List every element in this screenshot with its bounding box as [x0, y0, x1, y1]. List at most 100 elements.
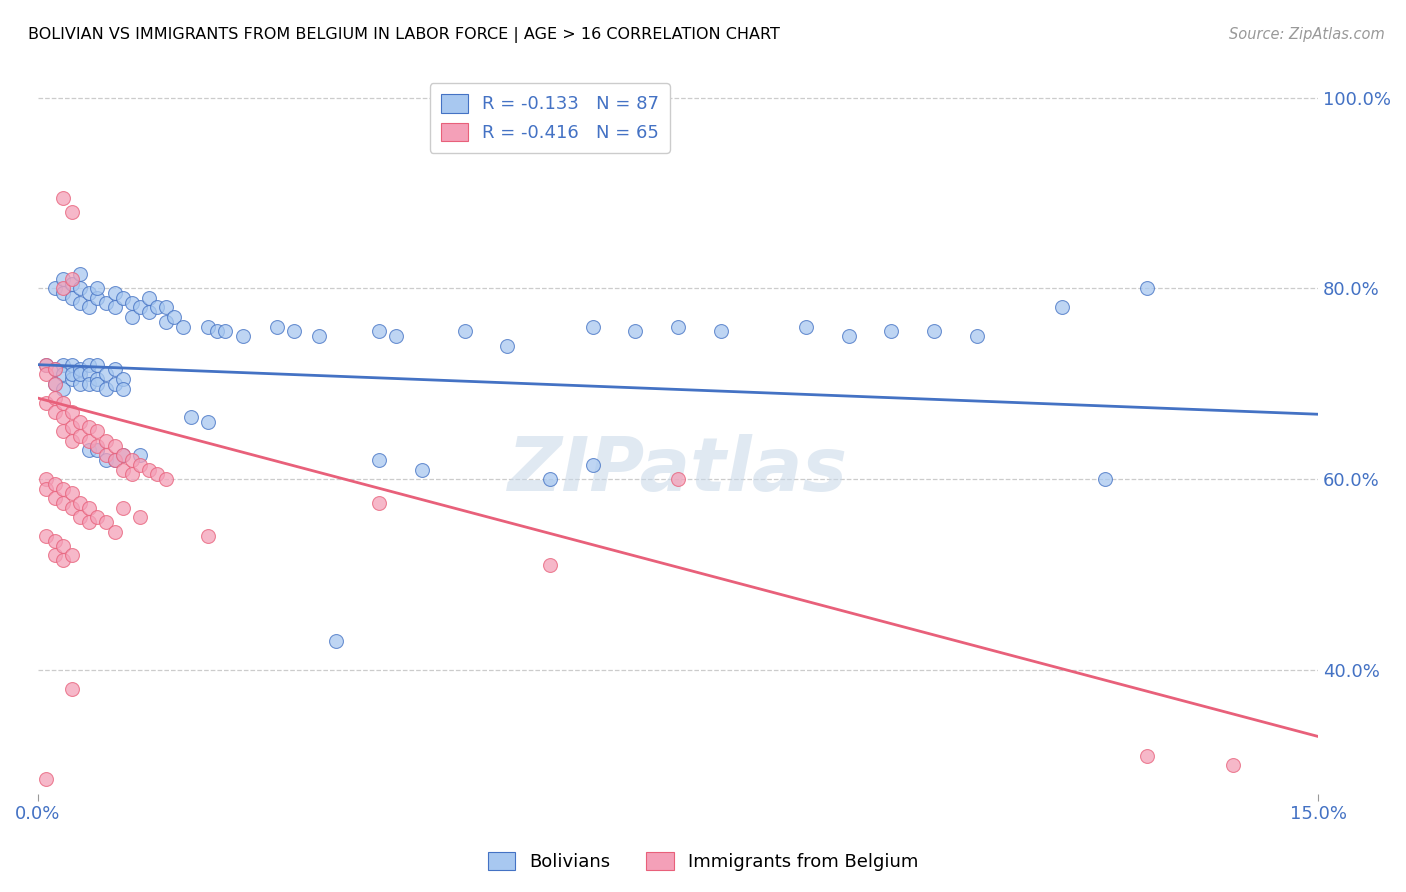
Point [44, 534, 66, 549]
Point [69, 415, 91, 429]
Point [385, 329, 408, 343]
Point [129, 458, 152, 472]
Point [86, 439, 108, 453]
Point [368, 453, 391, 467]
Point [44, 376, 66, 391]
Point [146, 467, 169, 482]
Point [966, 329, 988, 343]
Point [77, 515, 100, 529]
Point [69, 362, 91, 376]
Point [69, 429, 91, 443]
Point [112, 448, 135, 462]
Point [44, 362, 66, 376]
Point [710, 324, 733, 338]
Point [112, 462, 135, 476]
Point [52, 286, 75, 301]
Point [94, 515, 117, 529]
Point [44, 549, 66, 563]
Point [838, 329, 860, 343]
Point [129, 510, 152, 524]
Point [103, 524, 125, 539]
Point [44, 376, 66, 391]
Point [52, 396, 75, 410]
Point [86, 425, 108, 439]
Point [266, 319, 288, 334]
Point [52, 382, 75, 396]
Point [112, 448, 135, 462]
Legend: Bolivians, Immigrants from Belgium: Bolivians, Immigrants from Belgium [481, 845, 925, 879]
Point [69, 267, 91, 281]
Point [44, 362, 66, 376]
Point [77, 500, 100, 515]
Point [103, 376, 125, 391]
Point [44, 405, 66, 419]
Point [77, 286, 100, 301]
Point [52, 281, 75, 295]
Point [94, 448, 117, 462]
Point [368, 496, 391, 510]
Point [35, 472, 58, 486]
Point [60, 291, 83, 305]
Point [581, 458, 603, 472]
Point [163, 310, 186, 324]
Point [205, 324, 228, 338]
Point [52, 496, 75, 510]
Point [44, 281, 66, 295]
Point [121, 295, 143, 310]
Point [69, 281, 91, 295]
Point [103, 286, 125, 301]
Point [60, 419, 83, 434]
Point [197, 415, 219, 429]
Point [112, 372, 135, 386]
Point [94, 368, 117, 382]
Point [103, 453, 125, 467]
Point [129, 301, 152, 315]
Point [60, 372, 83, 386]
Point [86, 376, 108, 391]
Point [77, 434, 100, 448]
Point [86, 291, 108, 305]
Point [60, 272, 83, 286]
Text: ZIPatlas: ZIPatlas [508, 434, 848, 508]
Point [172, 319, 194, 334]
Point [1050, 301, 1073, 315]
Point [52, 539, 75, 553]
Point [112, 500, 135, 515]
Point [1094, 472, 1116, 486]
Point [94, 382, 117, 396]
Point [35, 358, 58, 372]
Point [112, 291, 135, 305]
Point [103, 453, 125, 467]
Point [1136, 748, 1159, 763]
Point [146, 301, 169, 315]
Point [180, 410, 202, 425]
Legend: R = -0.133   N = 87, R = -0.416   N = 65: R = -0.133 N = 87, R = -0.416 N = 65 [430, 83, 671, 153]
Point [69, 368, 91, 382]
Point [69, 510, 91, 524]
Point [52, 425, 75, 439]
Point [368, 324, 391, 338]
Point [60, 486, 83, 500]
Point [666, 472, 689, 486]
Point [155, 315, 177, 329]
Point [103, 301, 125, 315]
Point [155, 301, 177, 315]
Point [69, 295, 91, 310]
Point [86, 510, 108, 524]
Point [94, 295, 117, 310]
Point [77, 376, 100, 391]
Point [77, 443, 100, 458]
Point [624, 324, 647, 338]
Point [60, 434, 83, 448]
Point [52, 191, 75, 205]
Point [496, 338, 519, 352]
Point [922, 324, 945, 338]
Point [35, 772, 58, 787]
Point [35, 358, 58, 372]
Point [103, 362, 125, 376]
Point [538, 558, 561, 572]
Point [52, 482, 75, 496]
Point [138, 462, 160, 476]
Point [77, 358, 100, 372]
Point [214, 324, 236, 338]
